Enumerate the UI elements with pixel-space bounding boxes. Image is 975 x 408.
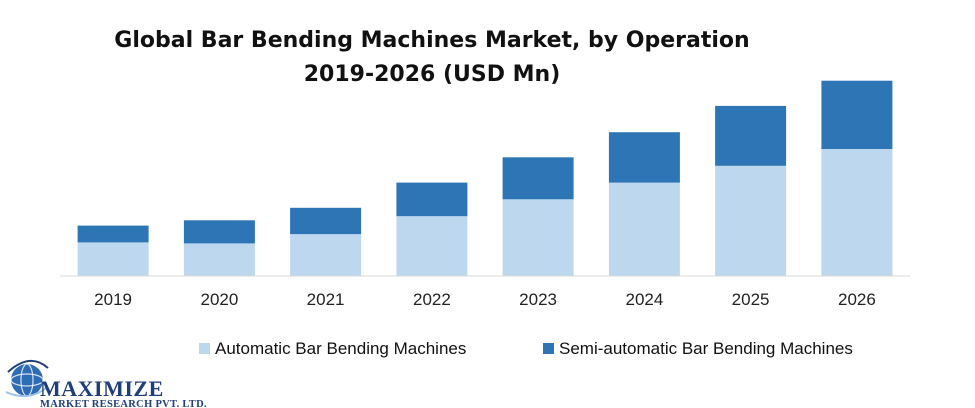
bar-automatic-2025 <box>715 165 787 277</box>
x-tick-label-2021: 2021 <box>307 290 345 309</box>
bars-group <box>77 80 893 277</box>
legend-swatch-automatic <box>199 343 210 354</box>
logo-main-text: MAXIMIZE <box>40 376 164 401</box>
logo-sub-text: MARKET RESEARCH PVT. LTD. <box>40 399 207 408</box>
bar-semi-automatic-2025 <box>715 105 787 166</box>
bar-automatic-2026 <box>821 148 893 276</box>
legend-swatch-semi-automatic <box>543 343 554 354</box>
x-tick-label-2020: 2020 <box>200 290 238 309</box>
legend: Automatic Bar Bending Machines Semi-auto… <box>199 339 853 358</box>
chart-title-line2: 2019-2026 (USD Mn) <box>304 62 561 87</box>
x-tick-label-2026: 2026 <box>838 290 876 309</box>
bar-semi-automatic-2021 <box>290 207 362 235</box>
bar-automatic-2022 <box>396 216 468 277</box>
bar-semi-automatic-2020 <box>183 220 255 244</box>
bar-semi-automatic-2019 <box>77 225 149 243</box>
legend-label-automatic: Automatic Bar Bending Machines <box>215 339 466 358</box>
x-tick-label-2025: 2025 <box>732 290 770 309</box>
bar-automatic-2019 <box>77 242 149 276</box>
bar-semi-automatic-2022 <box>396 182 468 217</box>
x-tick-label-2024: 2024 <box>625 290 663 309</box>
x-tick-label-2023: 2023 <box>519 290 557 309</box>
chart-title-line1: Global Bar Bending Machines Market, by O… <box>114 28 749 53</box>
bar-automatic-2020 <box>183 243 255 276</box>
bar-automatic-2021 <box>290 234 362 276</box>
x-tick-label-2022: 2022 <box>413 290 451 309</box>
x-axis-ticks: 2019 2020 2021 2022 2023 2024 2025 2026 <box>94 290 876 309</box>
bar-semi-automatic-2026 <box>821 80 893 149</box>
bar-automatic-2023 <box>502 199 574 276</box>
logo: MAXIMIZE MARKET RESEARCH PVT. LTD. <box>5 360 207 408</box>
bar-semi-automatic-2023 <box>502 157 574 200</box>
legend-label-semi-automatic: Semi-automatic Bar Bending Machines <box>559 339 853 358</box>
globe-icon <box>5 360 49 398</box>
bar-semi-automatic-2024 <box>608 132 680 183</box>
x-tick-label-2019: 2019 <box>94 290 132 309</box>
bar-automatic-2024 <box>608 182 680 277</box>
